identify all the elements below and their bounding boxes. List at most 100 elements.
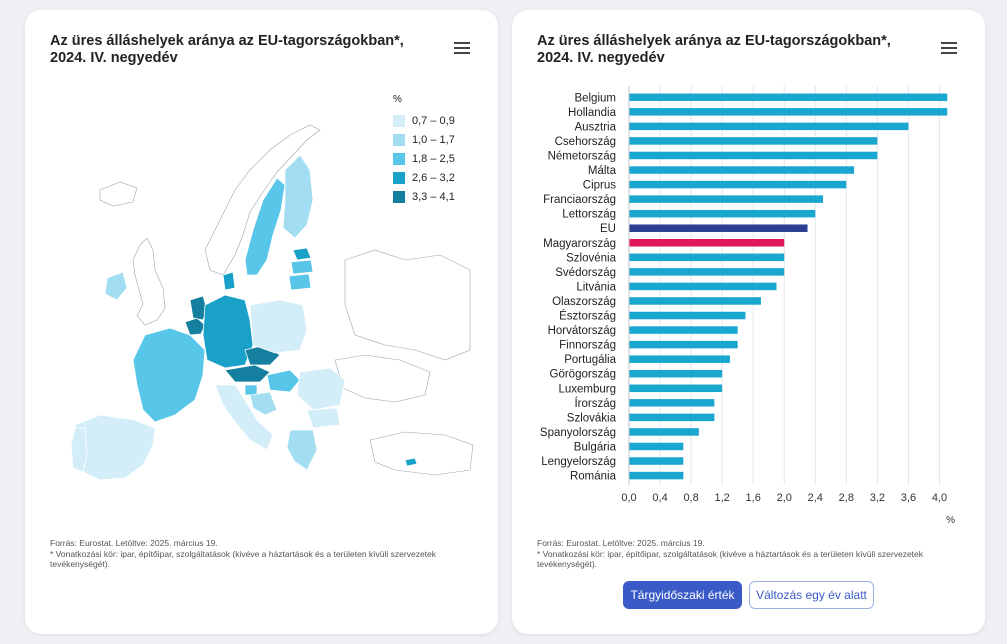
iceland-outline <box>99 181 138 207</box>
category-label: Olaszország <box>552 296 616 308</box>
category-label: Franciaország <box>543 194 616 206</box>
bar <box>629 340 738 349</box>
legend-swatch <box>393 152 405 165</box>
legend-label: 2,6 – 3,2 <box>412 171 455 184</box>
period-value-button[interactable]: Tárgyidőszaki érték <box>623 581 742 609</box>
note-text: * Vonatkozási kör: ipar, építőipar, szol… <box>537 548 924 570</box>
source-text: Forrás: Eurostat. Letöltve: 2025. márciu… <box>50 538 218 548</box>
legend-swatch <box>393 114 405 127</box>
category-label: Csehország <box>555 136 616 148</box>
x-tick-label: 2,8 <box>839 492 854 504</box>
bar <box>629 166 855 174</box>
map-lithuania <box>288 273 312 291</box>
category-label: Görögország <box>550 369 616 381</box>
map-spain <box>74 414 156 481</box>
map-poland <box>249 299 308 354</box>
map-denmark <box>222 271 236 291</box>
category-label: Ciprus <box>583 180 616 192</box>
bar <box>629 297 761 305</box>
russia-outline <box>344 249 471 361</box>
bar-chart-card: Az üres álláshelyek aránya az EU-tagorsz… <box>512 10 985 634</box>
menu-icon[interactable] <box>941 42 957 54</box>
menu-icon[interactable] <box>454 42 470 54</box>
legend-swatch <box>393 190 405 203</box>
category-label: Szlovénia <box>566 252 616 264</box>
category-label: Írország <box>574 397 616 410</box>
category-label: Svédország <box>555 267 616 279</box>
x-tick-label: 3,2 <box>870 492 885 504</box>
category-label: Belgium <box>574 92 616 104</box>
bar <box>629 384 723 393</box>
map-finland <box>282 154 314 239</box>
category-label: EU <box>600 223 616 235</box>
map-hungary <box>266 369 301 393</box>
map-austria <box>224 364 271 383</box>
legend-item: 1,8 – 2,5 <box>393 149 455 168</box>
map-france <box>132 327 206 423</box>
category-label: Luxemburg <box>558 383 616 395</box>
x-tick-label: 0,8 <box>683 492 698 504</box>
category-label: Magyarország <box>543 238 616 250</box>
category-label: Németország <box>548 150 616 162</box>
legend-item: 1,0 – 1,7 <box>393 130 455 149</box>
map-greece <box>286 429 318 471</box>
map-slovenia <box>244 384 258 396</box>
bar <box>629 326 738 334</box>
yearly-change-button[interactable]: Változás egy év alatt <box>749 581 874 609</box>
map-germany <box>202 294 254 369</box>
bar <box>629 195 824 203</box>
legend-swatch <box>393 133 405 146</box>
category-label: Lengyelország <box>541 456 616 468</box>
bar <box>629 355 730 363</box>
map-legend: % 0,7 – 0,9 1,0 – 1,7 1,8 – 2,5 2,6 – 3,… <box>393 94 455 206</box>
category-label: Litvánia <box>576 281 616 293</box>
x-axis-label: % <box>946 515 955 526</box>
map-belgium <box>184 317 206 336</box>
legend-item: 2,6 – 3,2 <box>393 168 455 187</box>
bar <box>629 471 684 480</box>
category-label: Hollandia <box>568 107 617 119</box>
note-text: * Vonatkozási kör: ipar, építőipar, szol… <box>50 548 437 570</box>
legend-label: 0,7 – 0,9 <box>412 114 455 127</box>
category-label: Lettország <box>562 209 616 221</box>
bar <box>629 369 723 378</box>
category-label: Ausztria <box>574 121 616 133</box>
bar <box>629 122 909 131</box>
chart-title: Az üres álláshelyek aránya az EU-tagorsz… <box>537 33 891 66</box>
map-card: Az üres álláshelyek aránya az EU-tagorsz… <box>25 10 498 634</box>
map-romania <box>296 367 346 411</box>
legend-label: 1,8 – 2,5 <box>412 152 455 165</box>
map-italy <box>214 384 274 451</box>
legend-label: 3,3 – 4,1 <box>412 190 455 203</box>
category-label: Horvátország <box>548 325 616 337</box>
map-croatia <box>249 391 278 416</box>
chart-footnote: Forrás: Eurostat. Letöltve: 2025. márciu… <box>537 538 957 570</box>
europe-map <box>70 124 474 481</box>
legend-item: 3,3 – 4,1 <box>393 187 455 206</box>
ukraine-outline <box>334 354 431 403</box>
x-tick-label: 0,0 <box>621 492 636 504</box>
bar <box>629 151 878 160</box>
legend-title: % <box>393 94 402 105</box>
x-tick-label: 2,4 <box>808 492 823 504</box>
map-cyprus <box>404 457 418 467</box>
bar <box>629 224 808 232</box>
x-tick-label: 1,6 <box>746 492 761 504</box>
norway-outline <box>204 124 321 276</box>
x-tick-label: 4,0 <box>932 492 947 504</box>
x-tick-label: 0,4 <box>652 492 667 504</box>
bar <box>629 137 878 145</box>
legend-label: 1,0 – 1,7 <box>412 133 455 146</box>
source-text: Forrás: Eurostat. Letöltve: 2025. márciu… <box>537 538 705 548</box>
legend-swatch <box>393 171 405 184</box>
bar <box>629 268 785 276</box>
bar <box>629 282 777 291</box>
map-estonia <box>292 247 312 261</box>
legend-item: 0,7 – 0,9 <box>393 111 455 130</box>
bar <box>629 413 715 422</box>
map-ireland <box>104 271 128 301</box>
uk-outline <box>132 237 166 326</box>
category-label: Bulgária <box>574 441 617 453</box>
x-tick-label: 3,6 <box>901 492 916 504</box>
map-latvia <box>290 259 314 275</box>
